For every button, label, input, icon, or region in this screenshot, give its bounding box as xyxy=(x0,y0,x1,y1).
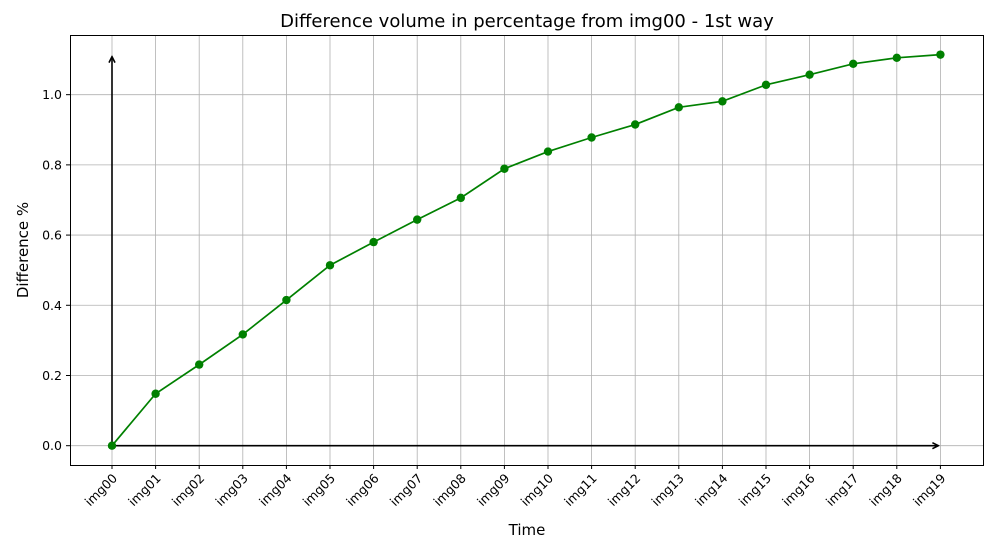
data-point xyxy=(456,193,465,203)
data-point xyxy=(674,103,683,112)
y-ticks: 0.0 0.2 0.4 0.6 0.8 1.0 xyxy=(42,87,70,453)
data-point xyxy=(805,70,814,79)
y-tick-label: 1.0 xyxy=(42,87,62,102)
x-tick-label: img19 xyxy=(910,470,949,509)
grid-layer xyxy=(70,35,983,465)
data-point xyxy=(500,164,509,173)
y-tick-label: 0.8 xyxy=(42,157,62,172)
data-point xyxy=(892,53,901,63)
y-tick-label: 0.6 xyxy=(42,228,62,243)
x-tick-label: img06 xyxy=(343,470,382,509)
y-axis-label: Difference % xyxy=(14,202,32,298)
x-tick-label: img10 xyxy=(518,470,557,509)
x-tick-label: img02 xyxy=(169,471,208,510)
x-tick-label: img11 xyxy=(561,471,600,510)
x-ticks: img00 img01 img02 img03 img04 img05 img06 img07… xyxy=(82,465,949,509)
data-point xyxy=(543,147,553,156)
x-tick-label: img09 xyxy=(474,470,513,509)
x-tick-label: img15 xyxy=(736,471,775,510)
x-tick-label: img12 xyxy=(605,471,644,510)
data-point xyxy=(413,215,422,224)
x-tick-label: img18 xyxy=(866,470,905,509)
x-tick-label: img08 xyxy=(430,470,469,509)
x-tick-label: img05 xyxy=(300,471,339,510)
data-point xyxy=(151,389,160,398)
series-line xyxy=(111,53,941,447)
chart-title: Difference volume in percentage from img… xyxy=(280,11,774,32)
x-tick-label: img14 xyxy=(692,470,731,509)
data-point xyxy=(761,80,771,90)
axis-arrows xyxy=(112,57,938,446)
x-tick-label: img01 xyxy=(125,471,164,510)
y-tick-label: 0.4 xyxy=(42,298,62,313)
x-tick-label: img03 xyxy=(212,471,251,510)
data-point xyxy=(718,97,727,106)
plot-frame xyxy=(70,35,984,466)
x-tick-label: img17 xyxy=(823,471,862,510)
x-tick-label: img04 xyxy=(256,470,295,509)
x-tick-label: img07 xyxy=(387,471,426,510)
series-layer xyxy=(107,50,945,450)
data-point xyxy=(631,120,640,129)
data-point xyxy=(587,133,596,142)
x-tick-label: img13 xyxy=(648,471,687,510)
data-point xyxy=(238,330,247,339)
data-point xyxy=(282,295,291,305)
y-tick-label: 0.2 xyxy=(42,368,62,383)
y-tick-label: 0.0 xyxy=(42,438,62,453)
x-tick-label: img00 xyxy=(82,470,121,509)
x-tick-label: img16 xyxy=(779,470,818,509)
data-point xyxy=(107,441,117,450)
x-axis-label: Time xyxy=(508,521,546,539)
data-point xyxy=(369,237,378,247)
data-point xyxy=(325,261,335,270)
data-point xyxy=(849,59,858,68)
data-point xyxy=(195,360,204,369)
data-point xyxy=(936,50,945,59)
